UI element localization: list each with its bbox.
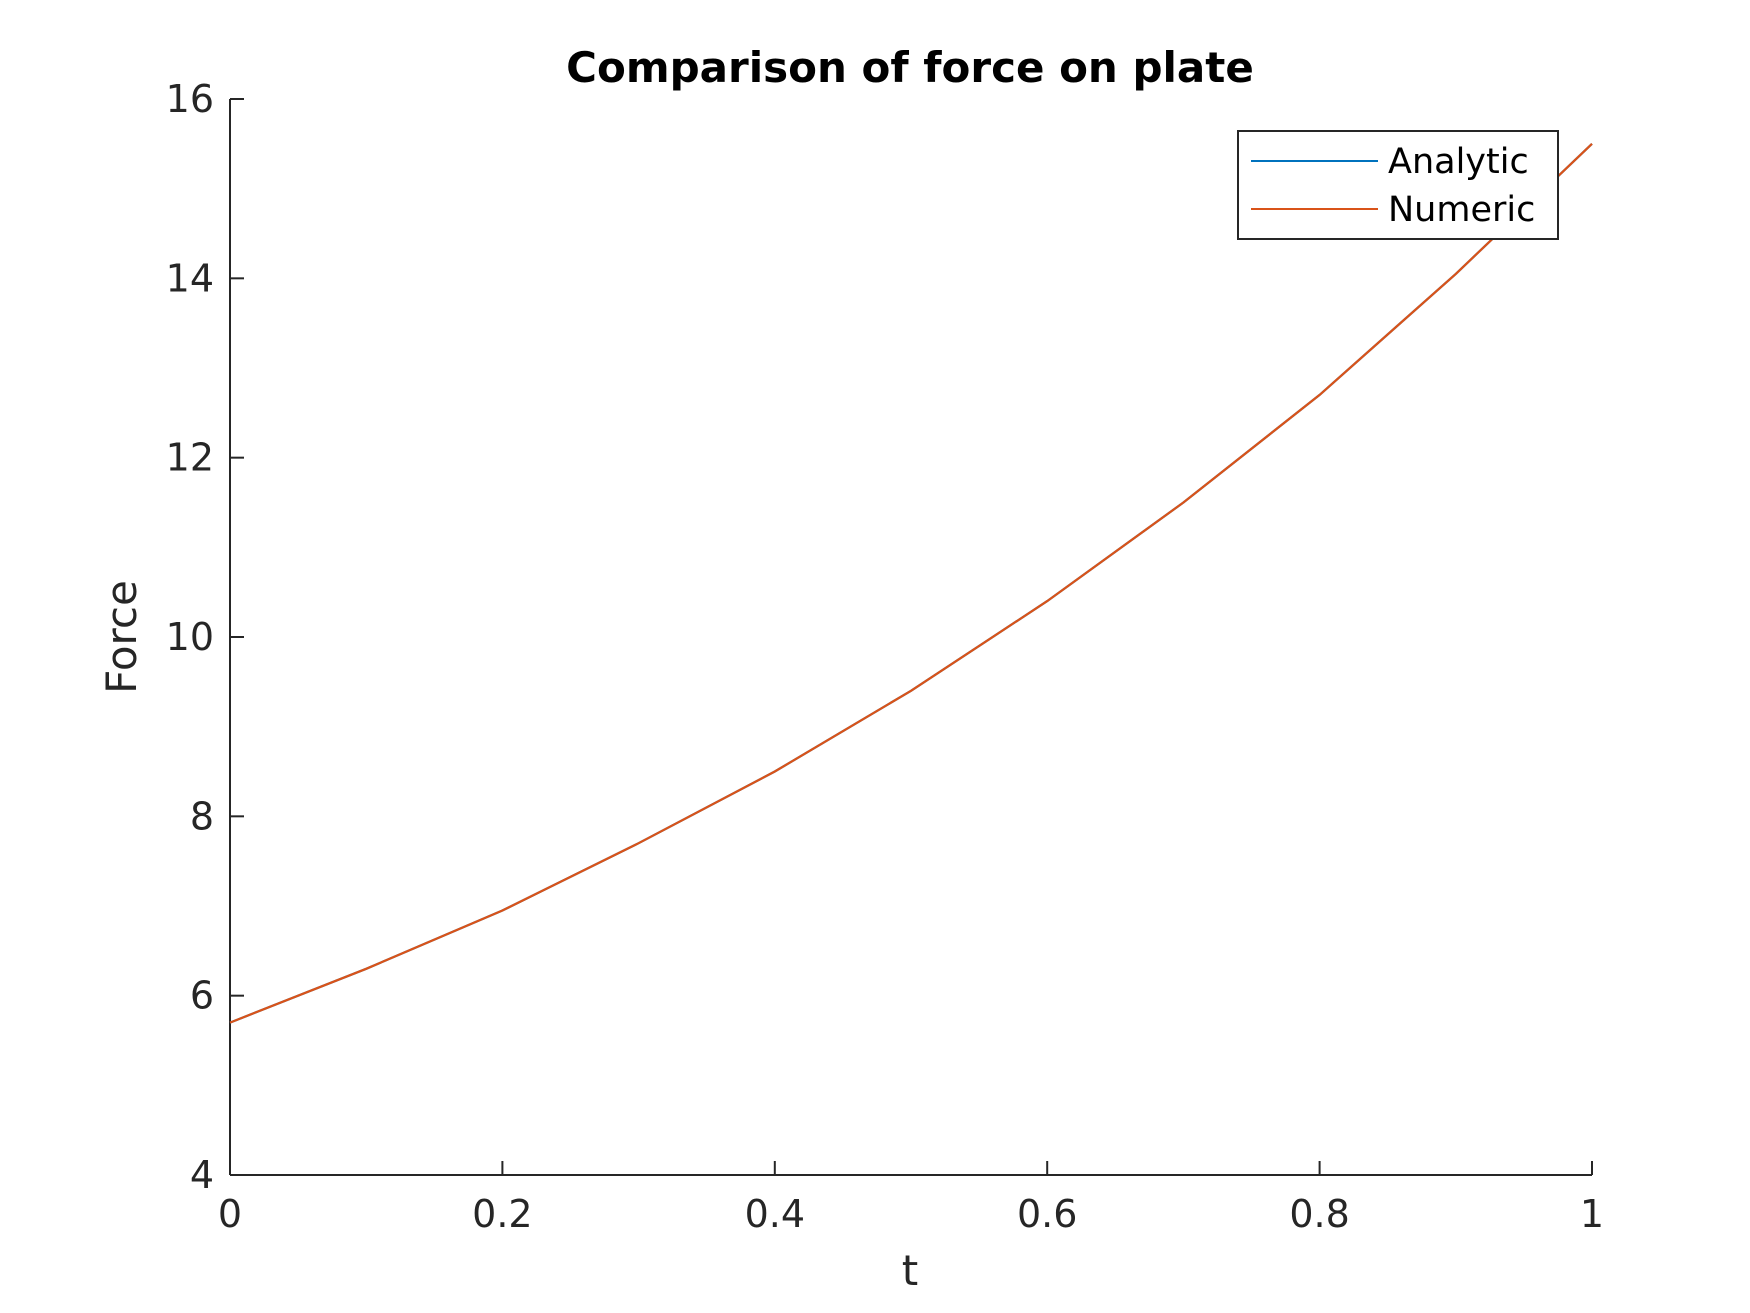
x-tick-label: 1 [1580, 1192, 1604, 1236]
y-tick-label: 16 [166, 77, 214, 121]
x-axis-label: t [902, 1246, 918, 1295]
x-tick-label: 0.2 [472, 1192, 532, 1236]
series-line-analytic [229, 143, 1593, 1024]
y-axis-label: Force [97, 580, 146, 694]
x-tick-label: 0.6 [1017, 1192, 1077, 1236]
legend-label: Numeric [1388, 190, 1535, 230]
series-layer [229, 143, 1593, 1024]
chart-title: Comparison of force on plate [566, 43, 1254, 92]
legend: Analytic Numeric [1237, 130, 1559, 240]
x-tick-label: 0 [218, 1192, 242, 1236]
y-tick-label: 4 [190, 1153, 214, 1197]
y-tick-label: 6 [190, 974, 214, 1018]
y-tick-label: 14 [166, 256, 214, 300]
series-line-numeric [229, 143, 1593, 1024]
y-tick-label: 12 [166, 436, 214, 480]
x-tick-label: 0.8 [1289, 1192, 1349, 1236]
legend-label: Analytic [1388, 142, 1529, 182]
y-tick-label: 10 [166, 615, 214, 659]
y-tick-label: 8 [190, 794, 214, 838]
legend-box [1237, 130, 1559, 240]
x-tick-label: 0.4 [745, 1192, 805, 1236]
